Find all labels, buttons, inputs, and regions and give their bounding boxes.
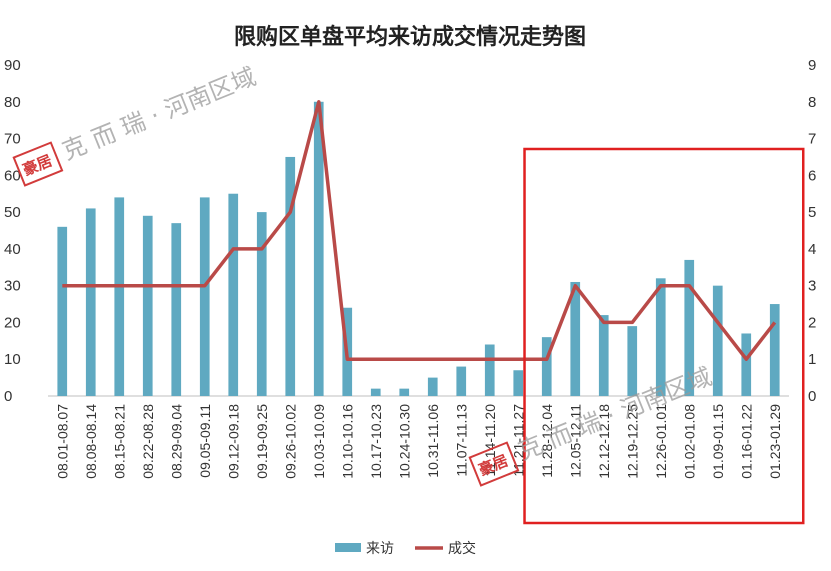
bar-visits bbox=[684, 259, 695, 396]
bar-visits bbox=[712, 285, 723, 396]
x-tick-label: 11.14-11.20 bbox=[482, 404, 498, 477]
left-y-axis: 0 10 20 30 40 50 60 70 80 90 bbox=[4, 57, 21, 405]
bar-visits bbox=[114, 197, 125, 396]
bar-visits bbox=[456, 366, 467, 396]
chart-title: 限购区单盘平均来访成交情况走势图 bbox=[234, 24, 586, 50]
x-tick-label: 01.02-01.08 bbox=[681, 404, 697, 479]
left-tick-label: 60 bbox=[4, 167, 21, 184]
x-tick-label: 08.01-08.07 bbox=[54, 404, 70, 479]
bar-visits bbox=[570, 281, 581, 396]
x-tick-label: 08.15-08.21 bbox=[111, 404, 127, 479]
legend-label-visits: 来访 bbox=[366, 541, 394, 557]
watermark-text: 克 而 瑞 · 河南区域 bbox=[58, 62, 260, 165]
x-tick-label: 10.03-10.09 bbox=[311, 404, 327, 479]
bar-visits bbox=[171, 223, 182, 396]
x-tick-label: 01.23-01.29 bbox=[767, 404, 783, 479]
deals-line bbox=[62, 100, 777, 361]
x-tick-label: 10.24-10.30 bbox=[396, 404, 412, 479]
x-tick-label: 08.22-08.28 bbox=[140, 404, 156, 479]
watermark-bottom: 豪居 克 而 瑞 · 河南区域 bbox=[468, 362, 716, 487]
x-tick-label: 11.28-12.04 bbox=[539, 404, 555, 478]
seal-icon bbox=[12, 141, 64, 187]
x-tick-label: 08.29-09.04 bbox=[168, 404, 184, 479]
bar-visits bbox=[313, 101, 324, 397]
right-tick-label: 1 bbox=[808, 351, 816, 368]
bar-visits bbox=[85, 208, 96, 396]
x-tick-label: 09.26-10.02 bbox=[282, 404, 298, 479]
right-tick-label: 7 bbox=[808, 131, 816, 148]
x-tick-label: 01.16-01.22 bbox=[738, 404, 754, 479]
bar-visits bbox=[199, 197, 210, 396]
x-tick-label: 09.12-09.18 bbox=[225, 404, 241, 479]
bar-visits bbox=[541, 337, 552, 396]
left-tick-label: 90 bbox=[4, 57, 21, 74]
bar-visits bbox=[57, 226, 68, 396]
seal-icon bbox=[468, 441, 520, 487]
left-tick-label: 70 bbox=[4, 131, 21, 148]
x-tick-label: 12.26-01.01 bbox=[653, 404, 669, 479]
bar-visits bbox=[741, 333, 752, 396]
bar-visits bbox=[427, 377, 438, 396]
x-tick-label: 10.17-10.23 bbox=[368, 404, 384, 479]
right-tick-label: 8 bbox=[808, 94, 816, 111]
bar-visits bbox=[627, 326, 638, 396]
x-axis-ticks: 08.01-08.07 08.08-08.14 08.15-08.21 08.22-0… bbox=[54, 404, 783, 479]
left-tick-label: 0 bbox=[4, 388, 12, 405]
left-tick-label: 30 bbox=[4, 278, 21, 295]
bar-visits bbox=[228, 193, 239, 396]
bar-visits bbox=[370, 388, 381, 396]
bar-visits bbox=[399, 388, 410, 396]
right-tick-label: 6 bbox=[808, 167, 816, 184]
left-tick-label: 40 bbox=[4, 241, 21, 258]
x-tick-label: 01.09-01.15 bbox=[710, 404, 726, 479]
right-y-axis: 0 1 2 3 4 5 6 7 8 9 bbox=[808, 57, 816, 405]
bar-visits bbox=[655, 278, 666, 396]
bar-visits bbox=[598, 315, 609, 396]
x-tick-label: 11.07-11.13 bbox=[453, 404, 469, 477]
x-tick-label: 12.19-12.25 bbox=[624, 404, 640, 479]
watermark-top: 豪居 克 而 瑞 · 河南区域 bbox=[12, 62, 260, 187]
right-tick-label: 5 bbox=[808, 204, 816, 221]
x-tick-label: 12.12-12.18 bbox=[596, 404, 612, 479]
x-tick-label: 10.10-10.16 bbox=[339, 404, 355, 479]
bar-visits bbox=[513, 370, 524, 396]
x-tick-label: 09.19-09.25 bbox=[254, 404, 270, 479]
x-tick-label: 10.31-11.06 bbox=[425, 404, 441, 478]
legend: 来访 成交 bbox=[335, 540, 476, 557]
right-tick-label: 4 bbox=[808, 241, 816, 258]
left-tick-label: 50 bbox=[4, 204, 21, 221]
legend-swatch-visits bbox=[335, 543, 361, 552]
bar-visits bbox=[285, 156, 296, 396]
right-tick-label: 0 bbox=[808, 388, 816, 405]
right-tick-label: 3 bbox=[808, 278, 816, 295]
bar-visits bbox=[769, 304, 780, 396]
bar-visits bbox=[256, 212, 267, 396]
bar-visits bbox=[142, 215, 153, 396]
x-tick-label: 08.08-08.14 bbox=[83, 404, 99, 479]
bar-visits bbox=[484, 344, 495, 396]
left-tick-label: 20 bbox=[4, 314, 21, 331]
highlight-box bbox=[523, 147, 805, 525]
legend-label-deals: 成交 bbox=[448, 540, 476, 557]
x-tick-label: 09.05-09.11 bbox=[197, 404, 213, 478]
right-tick-label: 2 bbox=[808, 314, 816, 331]
x-tick-label: 12.05-12.11 bbox=[567, 404, 583, 478]
right-tick-label: 9 bbox=[808, 57, 816, 74]
left-tick-label: 10 bbox=[4, 351, 21, 368]
visits-bars bbox=[57, 101, 780, 397]
left-tick-label: 80 bbox=[4, 94, 21, 111]
